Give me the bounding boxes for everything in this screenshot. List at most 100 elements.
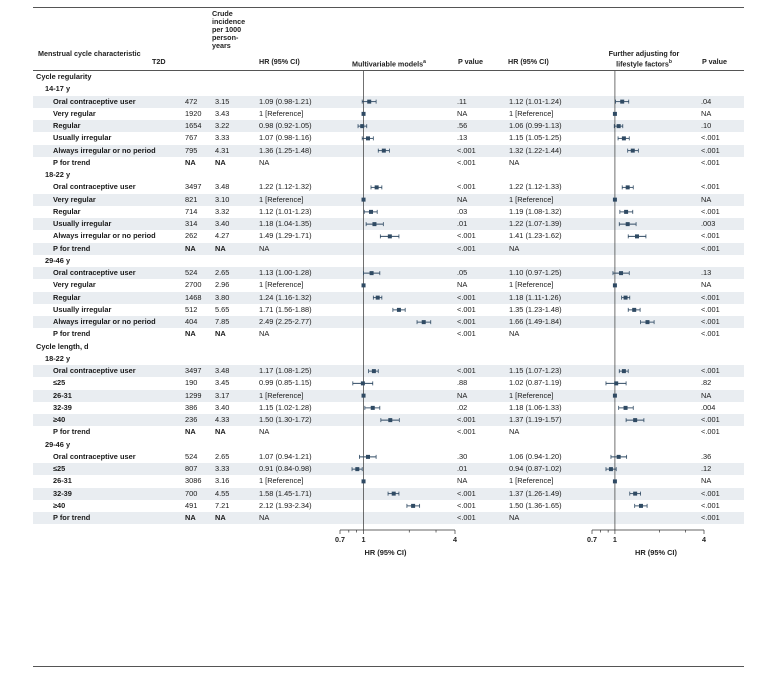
row-label: P for trend xyxy=(53,513,91,522)
cell-p-lifestyle: .36 xyxy=(701,451,712,461)
cell-p-multivariable: .56 xyxy=(457,121,468,130)
cell-p-multivariable: .01 xyxy=(457,219,468,228)
cell-crude-incidence: 7.21 xyxy=(215,500,230,510)
cell-t2d: 524 xyxy=(185,268,198,277)
hr-point xyxy=(360,381,365,386)
cell-hr-lifestyle: 1.50 (1.36-1.65) xyxy=(509,500,562,510)
cell-p-multivariable: .05 xyxy=(457,268,468,277)
hr-point xyxy=(365,454,370,459)
cell-hr-multivariable: 2.49 (2.25-2.77) xyxy=(259,317,312,326)
hr-point xyxy=(411,503,416,508)
cell-crude-incidence: 3.10 xyxy=(215,194,230,204)
row-label: Oral contraceptive user xyxy=(53,268,136,277)
row-label: Cycle length, d xyxy=(36,341,89,351)
hr-point xyxy=(612,283,617,288)
cell-t2d: NA xyxy=(185,329,196,339)
hr-point xyxy=(374,185,379,190)
cell-p-lifestyle: <.001 xyxy=(701,317,720,326)
hr-point xyxy=(612,197,617,202)
cell-p-lifestyle: .04 xyxy=(701,96,712,106)
cell-crude-incidence: NA xyxy=(215,243,226,253)
cell-t2d: 262 xyxy=(185,231,198,241)
hr-point xyxy=(361,111,366,116)
hr-point xyxy=(367,99,372,104)
cell-p-lifestyle: <.001 xyxy=(701,231,720,241)
row-label: P for trend xyxy=(53,243,91,253)
row-label: Cycle regularity xyxy=(36,72,92,81)
row-label: 18-22 y xyxy=(45,353,71,363)
cell-hr-lifestyle: 1.66 (1.49-1.84) xyxy=(509,317,562,326)
hr-point xyxy=(633,418,638,423)
section-row: Cycle length, d xyxy=(33,340,744,353)
cell-p-lifestyle: <.001 xyxy=(701,157,720,167)
cell-hr-lifestyle: 1.10 (0.97-1.25) xyxy=(509,268,562,277)
cell-p-multivariable: NA xyxy=(457,108,468,118)
header-p2: P value xyxy=(702,57,728,66)
cell-t2d: 491 xyxy=(185,500,198,510)
cell-t2d: 2700 xyxy=(185,280,202,290)
cell-p-lifestyle: <.001 xyxy=(701,427,720,437)
cell-crude-incidence: 3.40 xyxy=(215,219,230,228)
cell-crude-incidence: 3.16 xyxy=(215,476,230,486)
bottom-rule xyxy=(33,666,744,667)
hr-point xyxy=(612,479,617,484)
cell-crude-incidence: 3.22 xyxy=(215,121,230,130)
cell-hr-multivariable: 0.99 (0.85-1.15) xyxy=(259,378,312,388)
cell-hr-lifestyle: NA xyxy=(509,157,520,167)
cell-crude-incidence: 3.33 xyxy=(215,464,230,473)
header-models1: Multivariable modelsa xyxy=(352,59,426,69)
cell-hr-multivariable: 1 [Reference] xyxy=(259,280,304,290)
cell-crude-incidence: 3.48 xyxy=(215,182,230,192)
cell-hr-lifestyle: NA xyxy=(509,243,520,253)
hr-point xyxy=(620,99,625,104)
cell-hr-multivariable: 1.12 (1.01-1.23) xyxy=(259,206,312,216)
row-label: 18-22 y xyxy=(45,170,71,179)
table-row: Always irregular or no period 262 4.27 1.49… xyxy=(33,230,744,242)
x-axis-label: HR (95% CI) xyxy=(635,548,677,557)
cell-hr-lifestyle: 1.37 (1.26-1.49) xyxy=(509,488,562,498)
cell-p-lifestyle: <.001 xyxy=(701,304,720,314)
cell-hr-lifestyle: NA xyxy=(509,329,520,339)
hr-point xyxy=(369,271,374,276)
cell-p-lifestyle: NA xyxy=(701,390,712,400)
row-label: Always irregular or no period xyxy=(53,145,156,155)
header-hr2: HR (95% CI) xyxy=(508,57,549,66)
cell-hr-multivariable: 1.07 (0.98-1.16) xyxy=(259,133,312,143)
cell-t2d: 1299 xyxy=(185,390,202,400)
row-label: Usually irregular xyxy=(53,219,112,228)
row-label: Always irregular or no period xyxy=(53,317,156,326)
cell-hr-multivariable: 1.15 (1.02-1.28) xyxy=(259,402,312,412)
row-label: P for trend xyxy=(53,157,91,167)
cell-p-multivariable: <.001 xyxy=(457,366,476,375)
cell-p-multivariable: NA xyxy=(457,194,468,204)
cell-p-multivariable: <.001 xyxy=(457,317,476,326)
cell-hr-lifestyle: 1.22 (1.12-1.33) xyxy=(509,182,562,192)
cell-t2d: 3086 xyxy=(185,476,202,486)
cell-t2d: 1920 xyxy=(185,108,202,118)
cell-hr-lifestyle: 1 [Reference] xyxy=(509,280,554,290)
header-characteristic: Menstrual cycle characteristic xyxy=(38,49,141,58)
section-row: Cycle regularity xyxy=(33,71,744,84)
cell-hr-lifestyle: 1.15 (1.05-1.25) xyxy=(509,133,562,143)
hr-point xyxy=(361,393,366,398)
cell-hr-multivariable: 1.71 (1.56-1.88) xyxy=(259,304,312,314)
cell-t2d: 795 xyxy=(185,145,198,155)
header-t2d: T2D xyxy=(152,57,166,66)
cell-p-lifestyle: .003 xyxy=(701,219,716,228)
hr-point xyxy=(619,271,624,276)
row-label: Oral contraceptive user xyxy=(53,96,136,106)
cell-p-multivariable: <.001 xyxy=(457,500,476,510)
cell-hr-lifestyle: 1.37 (1.19-1.57) xyxy=(509,415,562,424)
cell-crude-incidence: 3.48 xyxy=(215,366,230,375)
row-label: Regular xyxy=(53,121,81,130)
cell-p-lifestyle: .82 xyxy=(701,378,712,388)
table-row: Usually irregular 512 5.65 1.71 (1.56-1.88)… xyxy=(33,304,744,316)
cell-hr-multivariable: 0.91 (0.84-0.98) xyxy=(259,464,312,473)
row-label: ≥40 xyxy=(53,415,66,424)
hr-point xyxy=(361,197,366,202)
hr-point xyxy=(632,307,637,312)
hr-point xyxy=(634,234,639,239)
hr-point xyxy=(625,222,630,227)
cell-p-lifestyle: NA xyxy=(701,108,712,118)
cell-t2d: 524 xyxy=(185,451,198,461)
